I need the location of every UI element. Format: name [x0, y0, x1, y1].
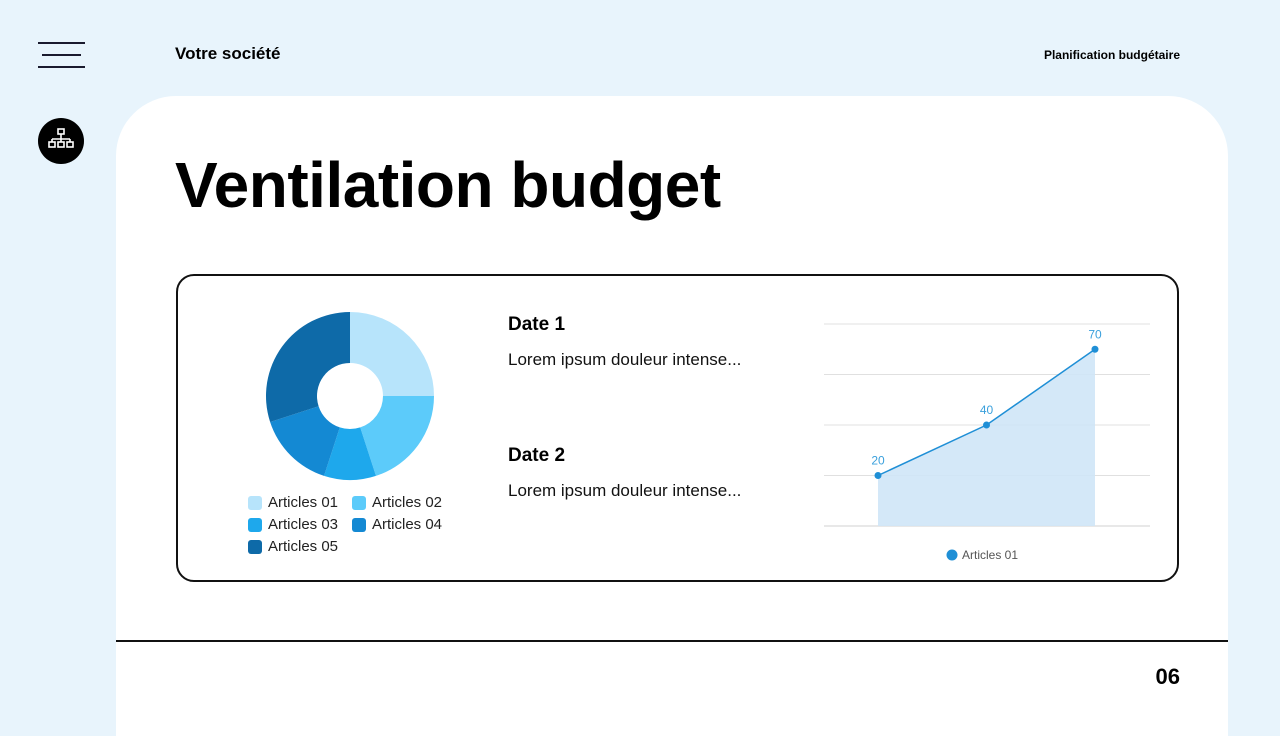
donut-chart [266, 312, 434, 480]
legend-item-articles-01: Articles 01 [248, 494, 338, 511]
data-label: 70 [1088, 327, 1102, 341]
data-point [874, 472, 882, 479]
donut-slice-5 [266, 312, 350, 422]
legend-marker [946, 549, 958, 561]
legend-swatch [352, 517, 366, 532]
data-label: 40 [980, 403, 994, 417]
legend-label: Articles 02 [372, 494, 443, 511]
legend-swatch [248, 517, 262, 532]
footer-divider [116, 640, 1228, 642]
hamburger-menu-icon[interactable] [38, 42, 86, 70]
legend-item-articles-02: Articles 02 [352, 494, 442, 511]
legend-label: Articles 01 [962, 548, 1018, 562]
legend-item-articles-03: Articles 03 [248, 516, 338, 533]
legend-label: Articles 01 [268, 494, 339, 511]
company-name: Votre société [175, 44, 281, 63]
date-block-2: Date 2 Lorem ipsum douleur intense... [508, 445, 798, 501]
legend-item-articles-05: Articles 05 [248, 538, 338, 555]
page-number: 06 [1155, 664, 1180, 689]
date-text: Lorem ipsum douleur intense... [508, 481, 742, 500]
legend-swatch [248, 539, 262, 554]
legend-label: Articles 04 [372, 516, 443, 533]
donut-slice-2 [360, 396, 434, 476]
area-chart: 20 40 70 Articles 01 [824, 323, 1150, 562]
slide-title: Ventilation budget [175, 149, 721, 221]
data-point [1091, 345, 1099, 353]
org-chart-icon[interactable] [38, 118, 84, 164]
date-text: Lorem ipsum douleur intense... [508, 350, 742, 369]
area-fill [878, 349, 1095, 526]
header-subtitle: Planification budgétaire [1043, 48, 1180, 62]
legend-label: Articles 03 [268, 516, 339, 533]
legend-swatch [248, 495, 262, 510]
legend-swatch [352, 495, 366, 510]
data-label: 20 [871, 454, 885, 468]
legend-label: Articles 05 [268, 538, 339, 555]
date-title: Date 2 [508, 445, 566, 466]
date-block-1: Date 1 Lorem ipsum douleur intense... [508, 314, 798, 370]
donut-slice-1 [350, 312, 434, 396]
donut-slice-4 [270, 406, 340, 476]
legend-item-articles-04: Articles 04 [352, 516, 442, 533]
data-point [983, 421, 990, 429]
donut-slice-3 [324, 427, 376, 480]
date-title: Date 1 [508, 314, 566, 335]
